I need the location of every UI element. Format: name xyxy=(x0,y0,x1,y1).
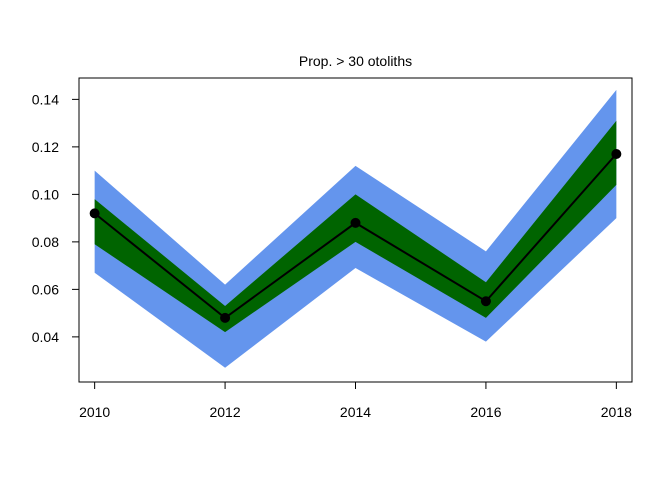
data-point xyxy=(89,208,100,219)
x-tick-label: 2018 xyxy=(601,404,632,420)
data-point xyxy=(480,296,491,307)
y-axis: 0.04 0.06 0.08 0.10 0.12 0.14 xyxy=(32,91,80,345)
x-tick-label: 2016 xyxy=(470,404,501,420)
x-tick-label: 2010 xyxy=(79,404,110,420)
x-tick-label: 2012 xyxy=(209,404,240,420)
chart-title: Prop. > 30 otoliths xyxy=(299,53,412,69)
data-point xyxy=(611,149,622,159)
x-tick-label: 2014 xyxy=(340,404,371,420)
y-tick-label: 0.10 xyxy=(32,186,59,202)
y-tick-label: 0.06 xyxy=(32,281,59,297)
y-tick-label: 0.08 xyxy=(32,234,59,250)
y-tick-label: 0.12 xyxy=(32,139,59,155)
data-point xyxy=(350,217,361,228)
confidence-bands xyxy=(94,89,617,368)
data-points xyxy=(89,149,622,323)
data-point xyxy=(220,312,231,323)
y-tick-label: 0.04 xyxy=(32,329,59,345)
x-axis: 2010 2012 2014 2016 2018 xyxy=(79,381,632,420)
y-tick-label: 0.14 xyxy=(32,91,59,107)
